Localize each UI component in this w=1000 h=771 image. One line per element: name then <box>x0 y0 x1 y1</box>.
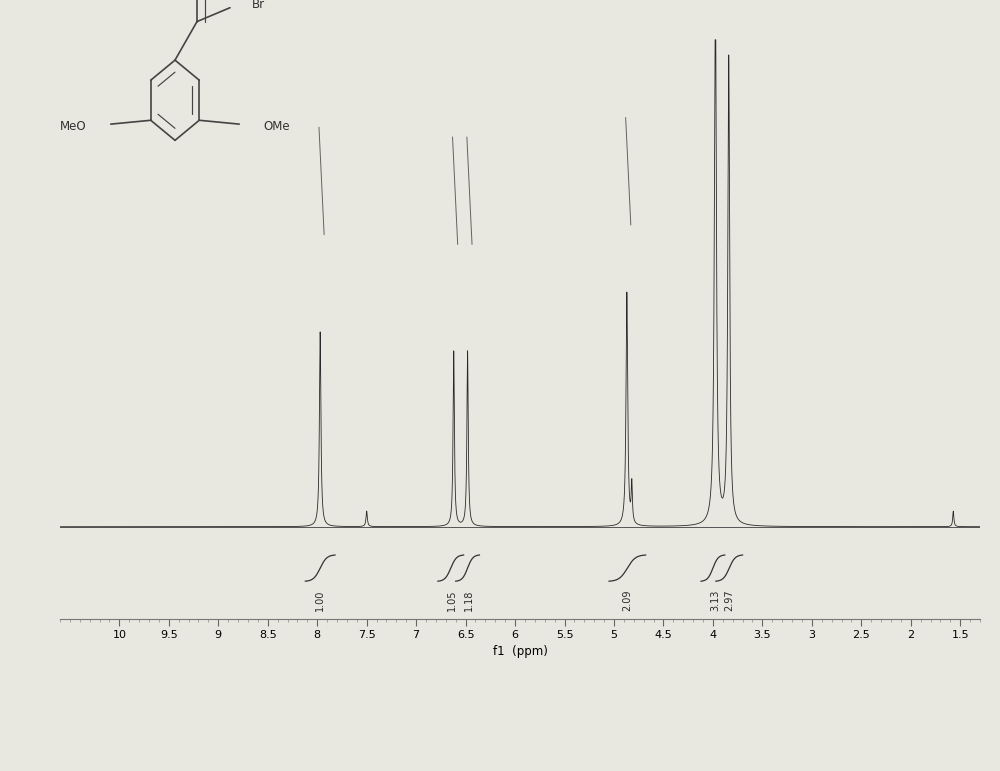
X-axis label: f1  (ppm): f1 (ppm) <box>493 645 547 658</box>
Text: 2.97: 2.97 <box>724 589 734 611</box>
Text: 3.13: 3.13 <box>710 589 720 611</box>
Text: Br: Br <box>252 0 265 11</box>
Text: MeO: MeO <box>60 120 87 133</box>
Text: OMe: OMe <box>263 120 290 133</box>
Text: 1.18: 1.18 <box>464 589 474 611</box>
Text: 2.09: 2.09 <box>622 589 632 611</box>
Text: 1.05: 1.05 <box>447 589 457 611</box>
Text: 1.00: 1.00 <box>315 589 325 611</box>
